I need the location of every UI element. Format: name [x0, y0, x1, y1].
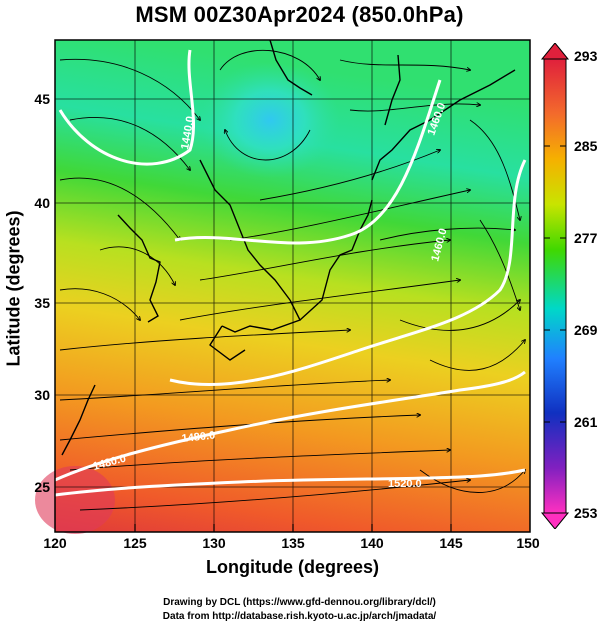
- x-tick-label: 145: [439, 535, 463, 551]
- colorbar-top-arrow: [540, 43, 570, 60]
- colorbar-label: 261: [574, 414, 598, 430]
- colorbar-label: 277: [574, 230, 598, 246]
- x-tick-label: 120: [43, 535, 67, 551]
- colorbar-label: 269: [574, 322, 598, 338]
- y-tick-label: 40: [34, 195, 50, 211]
- x-ticks: [134, 524, 452, 532]
- coastlines: [61, 39, 516, 456]
- colorbar-label: 285: [574, 138, 598, 154]
- y-axis-title: Latitude (degrees): [3, 210, 24, 367]
- x-tick-label: 150: [516, 535, 540, 551]
- credit-data: Data from http://database.rish.kyoto-u.a…: [162, 611, 437, 622]
- contour-label-1520: 1520.0: [388, 478, 422, 490]
- y-tick-label: 45: [34, 91, 50, 107]
- colorbar-ticks: [544, 145, 566, 423]
- x-axis-title: Longitude (degrees): [205, 557, 379, 577]
- colorbar: [540, 43, 570, 529]
- contour-label-1480-south: 1480.0: [181, 430, 216, 445]
- x-tick-label: 125: [123, 535, 147, 551]
- x-tick-label: 140: [360, 535, 384, 551]
- map-title: MSM 00Z30Apr2024 (850.0hPa): [135, 2, 464, 27]
- y-tick-label: 30: [34, 387, 50, 403]
- colorbar-bottom-arrow: [540, 512, 570, 529]
- wind-streamlines: [59, 49, 525, 511]
- colorbar-label: 253: [574, 505, 598, 521]
- colorbar-label: 293: [574, 48, 598, 64]
- colorbar-body: [543, 58, 567, 514]
- x-tick-label: 130: [202, 535, 226, 551]
- credit-drawing: Drawing by DCL (https://www.gfd-dennou.o…: [163, 597, 436, 608]
- y-tick-label: 35: [34, 295, 50, 311]
- warm-core: [35, 466, 115, 534]
- y-tick-label: 25: [34, 479, 50, 495]
- cold-core: [200, 62, 340, 178]
- x-tick-label: 135: [281, 535, 305, 551]
- grid-lines: [55, 40, 530, 532]
- height-contours: [54, 49, 527, 497]
- contour-label-1440-north: 1440.0: [179, 115, 197, 150]
